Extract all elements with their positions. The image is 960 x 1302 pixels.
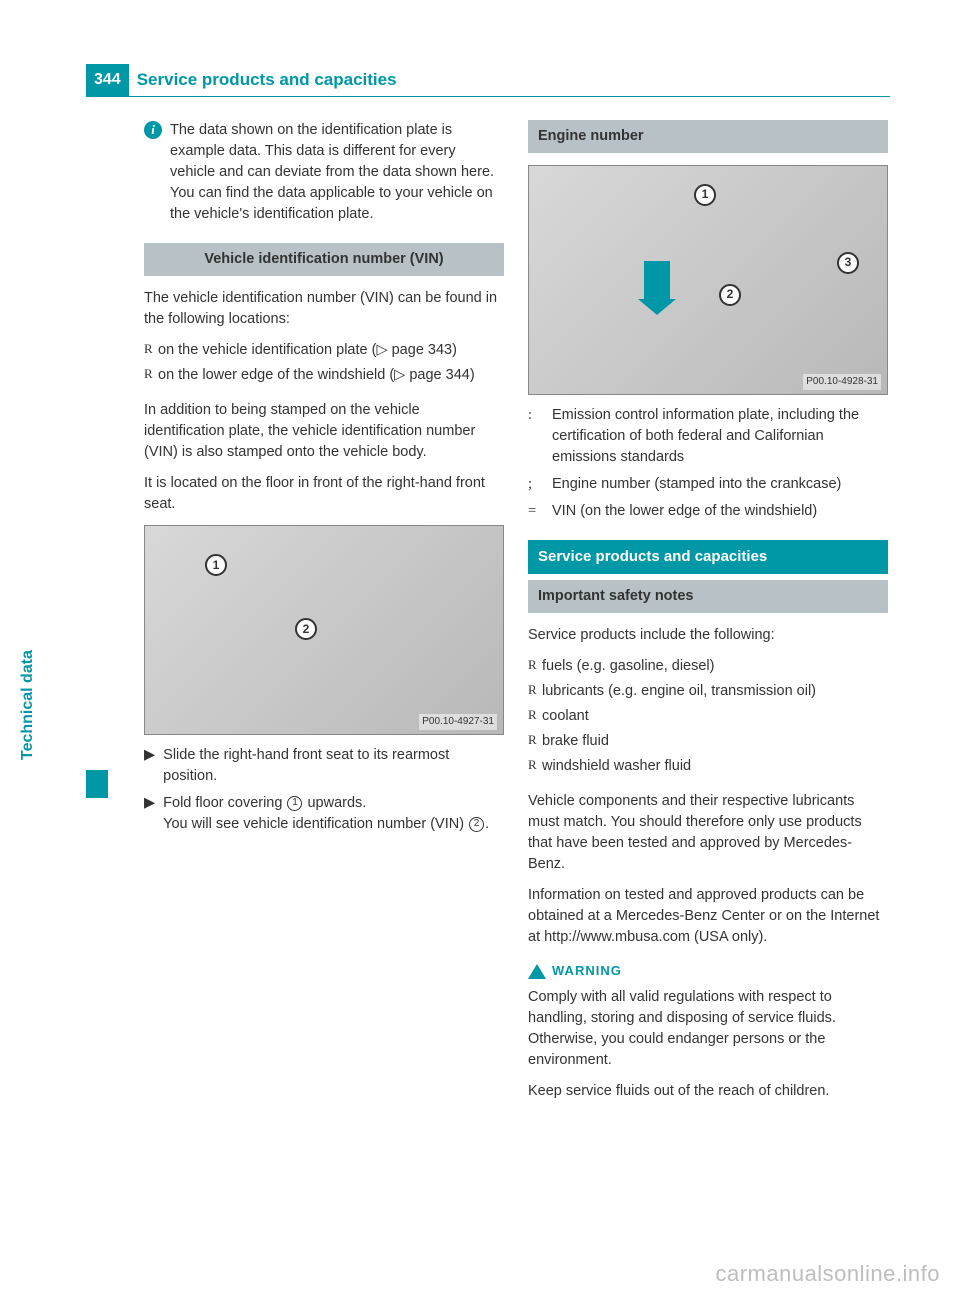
step-text: Slide the right-hand front seat to its r… (163, 745, 504, 787)
vin-heading: Vehicle identification number (VIN) (144, 243, 504, 276)
page-number: 344 (86, 64, 129, 96)
vin-bullet-list: on the vehicle identification plate (▷ p… (144, 340, 504, 390)
svc-para-2: Information on tested and approved produ… (528, 885, 888, 948)
header-rule (86, 96, 890, 97)
legend-text: VIN (on the lower edge of the windshield… (552, 501, 817, 522)
page-header: 344 Service products and capacities (86, 64, 397, 96)
list-item: coolant (528, 706, 888, 727)
legend-row: = VIN (on the lower edge of the windshie… (528, 501, 888, 522)
vin-para-1: In addition to being stamped on the vehi… (144, 400, 504, 463)
right-column: Engine number 1 2 3 P00.10-4928-31 : Emi… (528, 120, 888, 1242)
legend-text: Emission control information plate, incl… (552, 405, 888, 468)
inline-callout-2: 2 (469, 817, 484, 832)
legend-mark: ; (528, 474, 544, 495)
inline-callout-1: 1 (287, 796, 302, 811)
page-title: Service products and capacities (129, 64, 397, 96)
warning-head: WARNING (528, 962, 888, 981)
figure-vin-seat: 1 2 P00.10-4927-31 (144, 525, 504, 735)
callout-1: 1 (205, 554, 227, 576)
step-arrow-icon: ▶ (144, 745, 155, 787)
service-products-heading: Service products and capacities (528, 540, 888, 574)
arrow-down-icon (644, 261, 670, 301)
step-2: ▶ Fold floor covering 1 upwards. You wil… (144, 793, 504, 835)
figure-caption: P00.10-4927-31 (419, 714, 497, 731)
engine-number-heading: Engine number (528, 120, 888, 153)
step-text: Fold floor covering 1 upwards. You will … (163, 793, 489, 835)
watermark: carmanualsonline.info (715, 1258, 940, 1290)
callout-2: 2 (295, 618, 317, 640)
list-item: fuels (e.g. gasoline, diesel) (528, 656, 888, 677)
side-tab-notch (86, 770, 108, 798)
warning-block: WARNING Comply with all valid regulation… (528, 962, 888, 1112)
callout-2: 2 (719, 284, 741, 306)
left-column: i The data shown on the identification p… (144, 120, 504, 1242)
warning-p2: Keep service fluids out of the reach of … (528, 1081, 888, 1102)
callout-1: 1 (694, 184, 716, 206)
content-columns: i The data shown on the identification p… (144, 120, 888, 1242)
legend-row: ; Engine number (stamped into the crankc… (528, 474, 888, 495)
vin-intro: The vehicle identification number (VIN) … (144, 288, 504, 330)
info-icon: i (144, 121, 162, 139)
warning-title: WARNING (552, 962, 622, 981)
list-item: windshield washer fluid (528, 756, 888, 777)
step-2-pre: Fold floor covering (163, 795, 286, 811)
side-tab: Technical data (86, 580, 108, 780)
step-1: ▶ Slide the right-hand front seat to its… (144, 745, 504, 787)
step-2-result-post: . (485, 816, 489, 832)
step-2-result-pre: You will see vehicle identification numb… (163, 816, 468, 832)
list-item: brake fluid (528, 731, 888, 752)
figure-engine-bay: 1 2 3 P00.10-4928-31 (528, 165, 888, 395)
callout-3: 3 (837, 252, 859, 274)
info-text: The data shown on the identification pla… (170, 120, 504, 225)
legend-mark: : (528, 405, 544, 468)
step-2-mid: upwards. (303, 795, 366, 811)
safety-notes-heading: Important safety notes (528, 580, 888, 613)
legend-mark: = (528, 501, 544, 522)
side-tab-label: Technical data (16, 650, 39, 760)
step-arrow-icon: ▶ (144, 793, 155, 835)
warning-triangle-icon (528, 964, 546, 979)
figure-caption: P00.10-4928-31 (803, 374, 881, 391)
svc-intro: Service products include the following: (528, 625, 888, 646)
warning-p1: Comply with all valid regulations with r… (528, 987, 888, 1071)
list-item: lubricants (e.g. engine oil, transmissio… (528, 681, 888, 702)
legend-row: : Emission control information plate, in… (528, 405, 888, 468)
svc-bullet-list: fuels (e.g. gasoline, diesel) lubricants… (528, 656, 888, 781)
vin-para-2: It is located on the floor in front of t… (144, 473, 504, 515)
list-item: on the vehicle identification plate (▷ p… (144, 340, 504, 361)
list-item: on the lower edge of the windshield (▷ p… (144, 365, 504, 386)
legend-text: Engine number (stamped into the crankcas… (552, 474, 841, 495)
info-note: i The data shown on the identification p… (144, 120, 504, 225)
svc-para-1: Vehicle components and their respective … (528, 791, 888, 875)
